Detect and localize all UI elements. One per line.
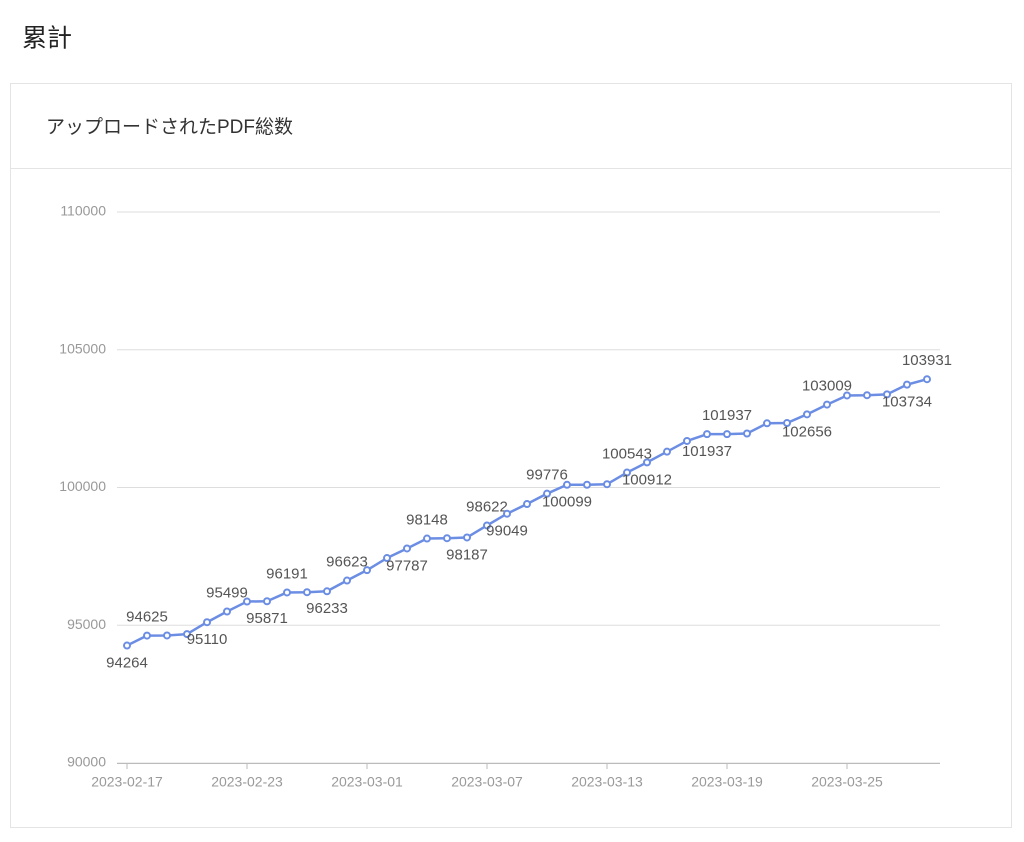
data-point <box>603 480 611 489</box>
data-point <box>583 480 591 489</box>
data-point <box>543 489 551 498</box>
data-point <box>803 410 811 419</box>
data-label: 96233 <box>306 600 348 617</box>
data-label: 95871 <box>246 610 288 627</box>
data-point <box>503 509 511 518</box>
data-point <box>483 521 491 530</box>
data-label: 103931 <box>902 352 952 369</box>
data-point <box>743 429 751 438</box>
y-tick-label: 90000 <box>67 754 106 770</box>
data-point <box>423 534 431 543</box>
x-tick-label: 2023-03-13 <box>571 774 643 790</box>
data-point <box>643 458 651 467</box>
data-label: 99776 <box>526 467 568 484</box>
data-point <box>283 588 291 597</box>
data-point <box>823 400 831 409</box>
data-label: 101937 <box>682 443 732 460</box>
data-point <box>523 500 531 509</box>
data-label: 97787 <box>386 557 428 574</box>
data-label: 96623 <box>326 554 368 571</box>
x-tick-label: 2023-03-01 <box>331 774 403 790</box>
y-tick-label: 105000 <box>59 340 106 356</box>
data-label: 100912 <box>622 471 672 488</box>
data-point <box>303 588 311 597</box>
x-tick-label: 2023-02-17 <box>91 774 163 790</box>
y-tick-label: 95000 <box>67 616 106 632</box>
y-tick-label: 110000 <box>60 203 106 219</box>
x-tick-label: 2023-03-19 <box>691 774 763 790</box>
data-label: 102656 <box>782 423 832 440</box>
data-point <box>183 630 191 639</box>
data-label: 101937 <box>702 407 752 424</box>
data-point <box>623 468 631 477</box>
data-label: 98622 <box>466 498 508 515</box>
data-label: 96191 <box>266 565 308 582</box>
x-tick-label: 2023-03-25 <box>811 774 883 790</box>
data-point <box>883 390 891 399</box>
data-point <box>663 447 671 456</box>
data-point <box>683 436 691 445</box>
data-point <box>263 597 271 606</box>
data-label: 100099 <box>542 494 592 511</box>
data-label: 99049 <box>486 523 528 540</box>
data-point <box>223 607 231 616</box>
data-point <box>723 430 731 439</box>
data-point <box>383 554 391 563</box>
data-point <box>783 419 791 428</box>
data-label: 94264 <box>106 654 148 671</box>
data-point <box>923 375 931 384</box>
data-point <box>123 641 131 650</box>
data-point <box>323 587 331 596</box>
data-point <box>863 391 871 400</box>
x-tick-label: 2023-02-23 <box>211 774 283 790</box>
data-label: 94625 <box>126 609 168 626</box>
card <box>10 83 1012 828</box>
data-point <box>143 631 151 640</box>
data-point <box>243 597 251 606</box>
data-point <box>903 380 911 389</box>
data-point <box>843 391 851 400</box>
data-label: 95110 <box>187 631 228 648</box>
data-point <box>163 631 171 640</box>
data-label: 95499 <box>206 584 248 601</box>
data-point <box>443 534 451 543</box>
data-point <box>203 618 211 627</box>
data-label: 103009 <box>802 378 852 395</box>
data-point <box>463 533 471 542</box>
data-point <box>763 419 771 428</box>
data-point <box>343 576 351 585</box>
data-point <box>563 480 571 489</box>
chart-title: アップロードされたPDF総数 <box>46 116 293 138</box>
data-point <box>703 430 711 439</box>
x-tick-label: 2023-03-07 <box>451 774 523 790</box>
data-label: 103734 <box>882 394 932 411</box>
data-point <box>403 544 411 553</box>
data-label: 98187 <box>446 546 488 563</box>
data-label: 100543 <box>602 446 652 463</box>
page-heading: 累計 <box>22 25 72 53</box>
data-point <box>363 566 371 575</box>
y-tick-label: 100000 <box>59 478 106 494</box>
data-label: 98148 <box>406 511 448 528</box>
